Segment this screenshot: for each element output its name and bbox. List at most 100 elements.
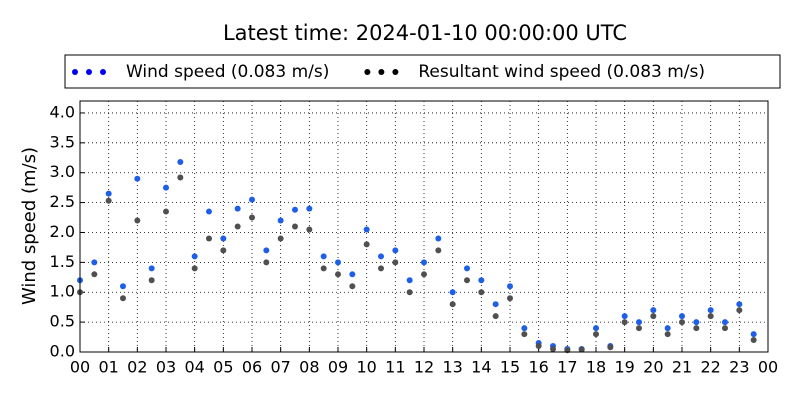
data-point — [492, 301, 499, 308]
data-point — [320, 253, 327, 260]
data-point — [349, 271, 356, 278]
legend-marker — [392, 69, 399, 75]
data-point — [163, 184, 169, 191]
data-point — [249, 196, 255, 203]
data-point — [449, 301, 456, 308]
y-axis-label: Wind speed (m/s) — [19, 147, 40, 305]
data-point — [378, 253, 384, 260]
data-point — [550, 346, 556, 353]
x-tick-label: 17 — [557, 358, 577, 377]
data-point — [292, 223, 298, 230]
y-tick-label: 1.0 — [50, 282, 75, 301]
y-tick-label: 3.5 — [50, 132, 75, 151]
data-point — [306, 226, 313, 233]
data-point — [435, 247, 442, 254]
data-point — [363, 241, 370, 248]
data-point — [148, 277, 155, 284]
data-point — [636, 325, 642, 332]
x-tick-label: 00 — [758, 358, 778, 377]
x-tick-label: 16 — [528, 358, 548, 377]
data-point — [263, 247, 270, 254]
data-point — [507, 295, 513, 302]
data-point — [464, 265, 470, 272]
data-point — [736, 307, 743, 314]
legend-box — [64, 54, 781, 89]
data-point — [120, 283, 126, 290]
data-point — [593, 325, 599, 332]
x-tick-label: 22 — [700, 358, 720, 377]
x-tick-label: 23 — [729, 358, 749, 377]
data-point — [206, 235, 212, 242]
data-point — [507, 283, 513, 290]
data-point — [120, 295, 126, 302]
y-tick-label: 2.0 — [50, 222, 75, 241]
plot-frame — [79, 100, 769, 353]
y-tick-label: 3.0 — [50, 162, 75, 181]
x-tick-label: 18 — [586, 358, 606, 377]
data-point — [707, 313, 714, 320]
data-point — [421, 271, 427, 278]
data-point — [478, 277, 485, 284]
x-tick-label: 13 — [442, 358, 462, 377]
data-point — [263, 259, 270, 266]
data-point — [521, 331, 528, 338]
data-point — [535, 343, 542, 350]
data-point — [679, 319, 685, 326]
x-tick-label: 11 — [385, 358, 405, 377]
data-point — [177, 174, 184, 181]
data-point — [220, 235, 227, 242]
x-tick-label: 09 — [328, 358, 348, 377]
x-tick-label: 04 — [184, 358, 204, 377]
data-point — [464, 277, 470, 284]
data-point — [621, 319, 628, 326]
data-point — [449, 289, 456, 296]
data-point — [722, 319, 728, 326]
data-point — [607, 344, 614, 351]
legend-marker — [72, 69, 78, 75]
data-point — [621, 313, 628, 320]
y-tick-label: 4.0 — [50, 102, 75, 121]
data-point — [163, 208, 169, 215]
data-point — [722, 325, 728, 332]
x-tick-label: 07 — [270, 358, 290, 377]
legend-marker — [86, 69, 92, 75]
legend-marker — [100, 69, 106, 75]
y-tick-label: 2.5 — [50, 192, 75, 211]
data-point — [234, 205, 241, 212]
y-tick-label: 1.5 — [50, 252, 75, 271]
x-tick-label: 21 — [672, 358, 692, 377]
data-point — [392, 259, 399, 266]
data-point — [220, 247, 227, 254]
data-point — [435, 235, 442, 242]
data-point — [105, 197, 112, 204]
x-tick-label: 06 — [242, 358, 262, 377]
data-point — [206, 208, 212, 215]
data-point — [679, 313, 685, 320]
x-tick-label: 02 — [127, 358, 147, 377]
data-point — [693, 325, 700, 332]
data-point — [664, 331, 671, 338]
data-point — [292, 206, 298, 213]
x-tick-label: 19 — [614, 358, 634, 377]
data-point — [306, 205, 313, 212]
data-point — [378, 265, 384, 272]
data-point — [249, 214, 255, 221]
data-point — [521, 325, 528, 332]
legend-label: Wind speed (0.083 m/s) — [126, 62, 329, 82]
x-tick-label: 03 — [156, 358, 176, 377]
data-point — [406, 277, 413, 284]
x-tick-label: 14 — [471, 358, 491, 377]
x-tick-label: 20 — [643, 358, 663, 377]
data-point — [578, 346, 585, 353]
x-tick-label: 00 — [70, 358, 90, 377]
data-point — [478, 289, 485, 296]
legend-marker — [378, 69, 385, 75]
x-tick-label: 15 — [500, 358, 520, 377]
x-tick-label: 10 — [356, 358, 376, 377]
x-tick-label: 12 — [414, 358, 434, 377]
data-point — [105, 190, 112, 197]
data-point — [177, 158, 184, 165]
data-point — [191, 265, 198, 272]
data-point — [349, 283, 356, 290]
data-point — [91, 259, 98, 266]
